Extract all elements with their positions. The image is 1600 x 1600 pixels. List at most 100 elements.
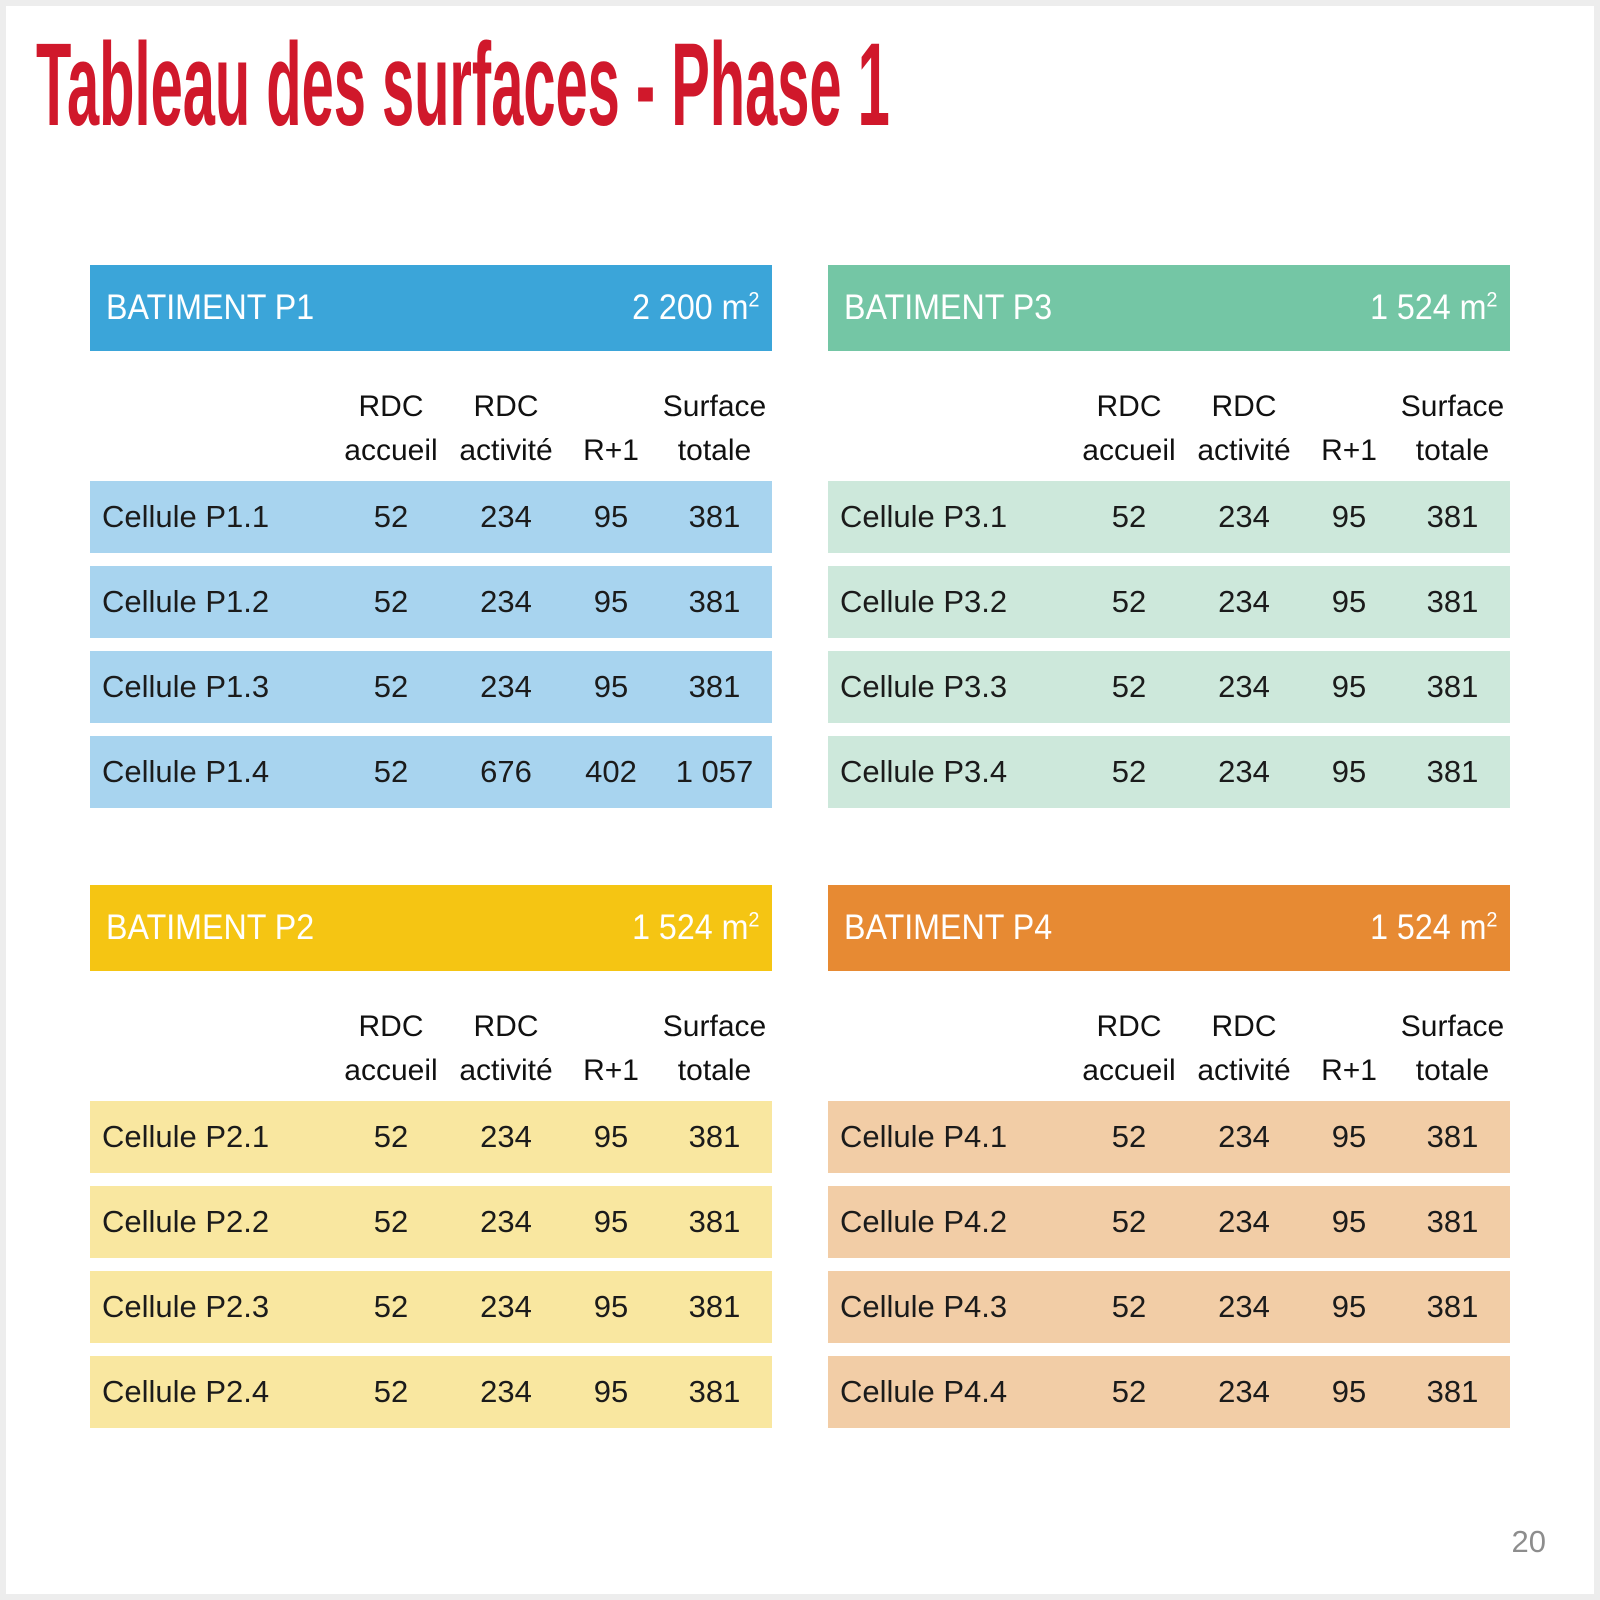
column-header-rdc-accueil: RDC accueil — [335, 385, 447, 473]
column-header-r1: R+1 — [565, 429, 657, 473]
cell-value: 381 — [688, 499, 741, 534]
cell-value: 52 — [373, 1374, 409, 1409]
column-header-r1: R+1 — [1303, 429, 1395, 473]
table-row: Cellule P2.3 52 234 95 381 — [90, 1271, 772, 1343]
column-header-rdc-accueil: RDC accueil — [1073, 1005, 1185, 1093]
column-header-line1: RDC — [1096, 1010, 1162, 1043]
cell-value: 52 — [1111, 1289, 1147, 1324]
column-header-line2: accueil — [344, 1054, 438, 1087]
row-label: Cellule P3.4 — [840, 754, 1008, 789]
cell-value: 95 — [1331, 1374, 1367, 1409]
column-header-rdc-activite: RDC activité — [447, 385, 565, 473]
cell-value: 234 — [1218, 1204, 1270, 1239]
column-header-line1: RDC — [473, 1010, 539, 1043]
table-title: BATIMENT P2 — [106, 908, 315, 947]
page-number: 20 — [1511, 1524, 1546, 1559]
area-value: 2 200 m — [632, 288, 749, 327]
cell-value: 52 — [1111, 499, 1147, 534]
cell-value: 234 — [480, 584, 532, 619]
area-exponent: 2 — [748, 906, 760, 932]
column-header-line1: RDC — [1211, 390, 1277, 423]
cell-value: 381 — [1426, 669, 1479, 704]
column-header-line1: Surface — [662, 390, 767, 423]
row-label: Cellule P3.1 — [840, 499, 1008, 534]
column-headers: RDC accueil RDC activité R+1 Surface totale — [90, 351, 772, 481]
row-label: Cellule P2.2 — [102, 1204, 270, 1239]
column-header-rdc-accueil: RDC accueil — [335, 1005, 447, 1093]
column-header-line2: activité — [459, 434, 553, 467]
table-row: Cellule P1.1 52 234 95 381 — [90, 481, 772, 553]
table-row: Cellule P1.4 52 676 402 1 057 — [90, 736, 772, 808]
table-row: Cellule P2.4 52 234 95 381 — [90, 1356, 772, 1428]
row-label: Cellule P4.1 — [840, 1119, 1008, 1154]
column-header-line2: totale — [677, 1054, 752, 1087]
row-label: Cellule P1.3 — [102, 669, 270, 704]
table-title: BATIMENT P4 — [844, 908, 1053, 947]
column-header-line2: totale — [677, 434, 752, 467]
cell-value: 52 — [1111, 1374, 1147, 1409]
area-exponent: 2 — [1486, 906, 1498, 932]
cell-value: 52 — [373, 669, 409, 704]
column-header-line2: totale — [1415, 1054, 1490, 1087]
cell-value: 52 — [373, 584, 409, 619]
column-header-line2: accueil — [1082, 1054, 1176, 1087]
cell-value: 234 — [480, 1204, 532, 1239]
cell-value: 52 — [373, 1119, 409, 1154]
cell-value: 234 — [1218, 499, 1270, 534]
table-area: 2 200 m2 — [633, 288, 760, 328]
column-header-line2: activité — [1197, 1054, 1291, 1087]
cell-value: 234 — [1218, 1289, 1270, 1324]
row-label: Cellule P4.2 — [840, 1204, 1008, 1239]
row-label: Cellule P3.3 — [840, 669, 1008, 704]
column-header-surface-totale: Surface totale — [657, 1005, 772, 1093]
area-value: 1 524 m — [1370, 288, 1487, 327]
column-header-line2: accueil — [344, 434, 438, 467]
cell-value: 52 — [1111, 584, 1147, 619]
column-header-surface-totale: Surface totale — [1395, 1005, 1510, 1093]
table-row: Cellule P3.3 52 234 95 381 — [828, 651, 1510, 723]
cell-value: 95 — [593, 1374, 629, 1409]
cell-value: 1 057 — [675, 754, 754, 789]
cell-value: 381 — [688, 1204, 741, 1239]
column-header-line1: Surface — [1400, 390, 1505, 423]
area-exponent: 2 — [748, 286, 760, 312]
cell-value: 95 — [1331, 499, 1367, 534]
cell-value: 381 — [688, 1119, 741, 1154]
row-label: Cellule P2.4 — [102, 1374, 270, 1409]
cell-value: 381 — [688, 584, 741, 619]
row-label: Cellule P3.2 — [840, 584, 1008, 619]
cell-value: 52 — [373, 499, 409, 534]
cell-value: 381 — [1426, 1289, 1479, 1324]
column-header-line1: RDC — [1211, 1010, 1277, 1043]
column-headers: RDC accueil RDC activité R+1 Surface totale — [90, 971, 772, 1101]
table-area: 1 524 m2 — [1371, 908, 1498, 948]
cell-value: 95 — [1331, 584, 1367, 619]
cell-value: 381 — [1426, 1119, 1479, 1154]
cell-value: 95 — [593, 1289, 629, 1324]
column-header-rdc-activite: RDC activité — [447, 1005, 565, 1093]
table-title: BATIMENT P1 — [106, 288, 315, 327]
cell-value: 95 — [1331, 669, 1367, 704]
table-header-bar: BATIMENT P3 1 524 m2 — [828, 265, 1510, 351]
table-row: Cellule P4.3 52 234 95 381 — [828, 1271, 1510, 1343]
area-value: 1 524 m — [1370, 908, 1487, 947]
table-row: Cellule P4.1 52 234 95 381 — [828, 1101, 1510, 1173]
column-header-line2: activité — [459, 1054, 553, 1087]
cell-value: 95 — [593, 499, 629, 534]
column-header-r1: R+1 — [1303, 1049, 1395, 1093]
cell-value: 381 — [688, 669, 741, 704]
column-header-line1: RDC — [473, 390, 539, 423]
column-header-line2: totale — [1415, 434, 1490, 467]
cell-value: 381 — [688, 1289, 741, 1324]
column-header-surface-totale: Surface totale — [1395, 385, 1510, 473]
table-row: Cellule P3.1 52 234 95 381 — [828, 481, 1510, 553]
table-row: Cellule P2.1 52 234 95 381 — [90, 1101, 772, 1173]
column-header-line1: RDC — [358, 390, 424, 423]
cell-value: 234 — [1218, 669, 1270, 704]
cell-value: 402 — [585, 754, 637, 789]
table-header-bar: BATIMENT P4 1 524 m2 — [828, 885, 1510, 971]
column-header-line1: R+1 — [583, 1054, 639, 1087]
cell-value: 676 — [480, 754, 532, 789]
cell-value: 52 — [373, 754, 409, 789]
column-header-line1: Surface — [662, 1010, 767, 1043]
